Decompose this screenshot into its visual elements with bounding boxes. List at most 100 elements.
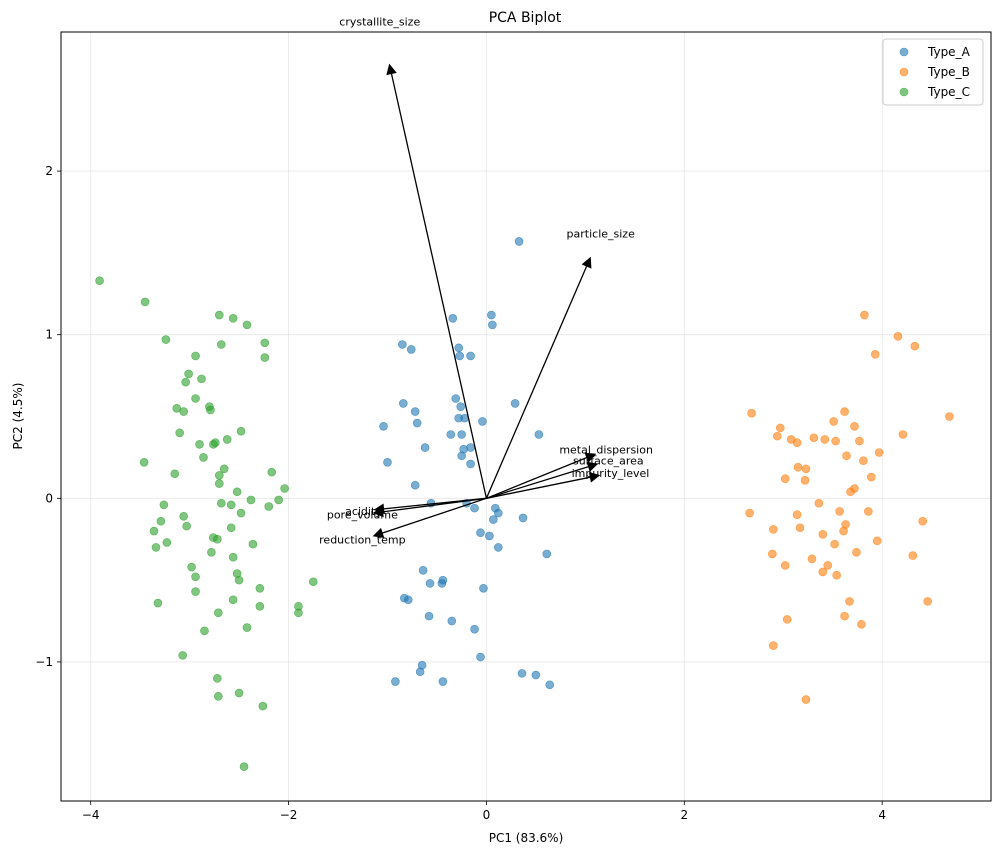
point-type-b bbox=[800, 476, 810, 485]
point-type-a bbox=[399, 399, 408, 408]
point-type-a bbox=[457, 451, 466, 461]
point-type-b bbox=[852, 548, 861, 557]
point-type-c bbox=[216, 498, 226, 508]
loading-arrow-surface-area bbox=[486, 465, 589, 499]
point-type-c bbox=[246, 495, 256, 505]
point-type-a bbox=[510, 399, 520, 408]
loading-arrowhead-reduction-temp bbox=[372, 527, 385, 538]
legend: Type_A Type_B Type_C bbox=[882, 38, 984, 106]
point-type-a bbox=[454, 343, 464, 353]
point-type-c bbox=[195, 440, 204, 449]
loading-arrow-crystallite-size bbox=[390, 73, 488, 499]
point-type-b bbox=[866, 472, 876, 482]
point-type-b bbox=[855, 436, 864, 446]
loading-label-pore-volume: pore_volume bbox=[327, 509, 398, 522]
point-type-b bbox=[839, 526, 848, 536]
point-type-a bbox=[466, 351, 475, 361]
loading-arrow-pore-volume bbox=[382, 497, 487, 513]
point-type-b bbox=[814, 498, 824, 508]
legend-frame bbox=[882, 38, 984, 106]
point-type-a bbox=[517, 669, 527, 678]
point-type-a bbox=[545, 680, 555, 690]
loading-label-reduction-temp: reduction_temp bbox=[319, 534, 405, 547]
point-type-c bbox=[161, 335, 171, 344]
point-type-a bbox=[420, 443, 430, 452]
point-type-b bbox=[835, 507, 844, 516]
point-type-b bbox=[769, 641, 778, 650]
y-tick-label: 2 bbox=[45, 164, 53, 178]
point-type-a bbox=[476, 528, 485, 537]
loading-label-crystallite-size: crystallite_size bbox=[339, 15, 420, 28]
y-tick-label: −1 bbox=[35, 655, 53, 669]
point-type-b bbox=[792, 510, 802, 519]
point-type-a bbox=[448, 314, 458, 323]
point-type-c bbox=[200, 626, 209, 636]
point-type-b bbox=[792, 438, 802, 447]
point-type-c bbox=[172, 404, 182, 413]
point-type-c bbox=[191, 587, 200, 596]
point-type-b bbox=[840, 407, 849, 416]
point-type-c bbox=[191, 351, 200, 361]
point-type-b bbox=[801, 695, 811, 704]
point-type-b bbox=[807, 554, 817, 564]
point-type-b bbox=[793, 462, 803, 472]
point-type-b bbox=[818, 567, 828, 577]
loading-arrowhead-pore-volume bbox=[372, 506, 384, 518]
loading-label-surface-area: surface_area bbox=[573, 455, 644, 468]
point-type-c bbox=[222, 435, 232, 444]
point-type-b bbox=[775, 423, 785, 433]
point-type-c bbox=[181, 377, 190, 387]
point-type-a bbox=[447, 616, 457, 626]
point-type-c bbox=[206, 405, 215, 415]
point-type-b bbox=[809, 433, 819, 443]
point-type-c bbox=[255, 583, 265, 593]
point-type-c bbox=[151, 543, 161, 552]
point-type-b bbox=[780, 474, 790, 483]
point-type-c bbox=[159, 500, 169, 510]
point-type-c bbox=[242, 320, 252, 330]
point-type-c bbox=[226, 500, 236, 510]
point-type-a bbox=[455, 351, 465, 361]
legend-marker bbox=[899, 87, 909, 97]
point-type-c bbox=[219, 464, 229, 474]
point-type-b bbox=[795, 523, 805, 533]
point-type-a bbox=[438, 677, 448, 686]
point-type-c bbox=[214, 608, 223, 618]
point-type-a bbox=[412, 418, 422, 428]
point-type-c bbox=[228, 314, 238, 323]
point-type-b bbox=[859, 456, 868, 465]
point-type-a bbox=[398, 340, 407, 349]
point-type-b bbox=[923, 597, 932, 606]
plot-frame bbox=[60, 31, 992, 802]
point-type-a bbox=[425, 579, 435, 588]
point-type-c bbox=[207, 548, 216, 557]
point-type-b bbox=[801, 464, 811, 474]
legend-label: Type_B bbox=[927, 65, 970, 79]
point-type-b bbox=[818, 530, 828, 539]
point-type-a bbox=[493, 543, 503, 552]
point-type-c bbox=[216, 340, 226, 349]
point-type-c bbox=[178, 651, 187, 660]
point-type-c bbox=[274, 495, 283, 505]
point-type-a bbox=[410, 480, 420, 490]
point-type-c bbox=[232, 487, 242, 497]
loading-label-acidity: acidity bbox=[345, 505, 382, 518]
point-type-a bbox=[518, 513, 528, 523]
point-type-c bbox=[197, 374, 206, 384]
point-type-c bbox=[226, 523, 236, 533]
loading-arrow-particle-size bbox=[485, 265, 588, 499]
point-type-c bbox=[199, 453, 208, 462]
point-type-c bbox=[184, 369, 193, 379]
loading-arrowhead-surface-area bbox=[586, 461, 599, 472]
point-type-c bbox=[255, 601, 265, 611]
legend-label: Type_A bbox=[927, 45, 971, 59]
point-type-a bbox=[451, 394, 461, 403]
point-type-c bbox=[239, 762, 249, 771]
loading-label-particle-size: particle_size bbox=[567, 228, 636, 241]
point-type-c bbox=[191, 394, 200, 403]
loading-label-impurity-level: impurity_level bbox=[572, 467, 650, 480]
x-tick-label: 2 bbox=[680, 808, 688, 822]
scatter-points bbox=[95, 237, 954, 771]
point-type-b bbox=[872, 536, 882, 546]
